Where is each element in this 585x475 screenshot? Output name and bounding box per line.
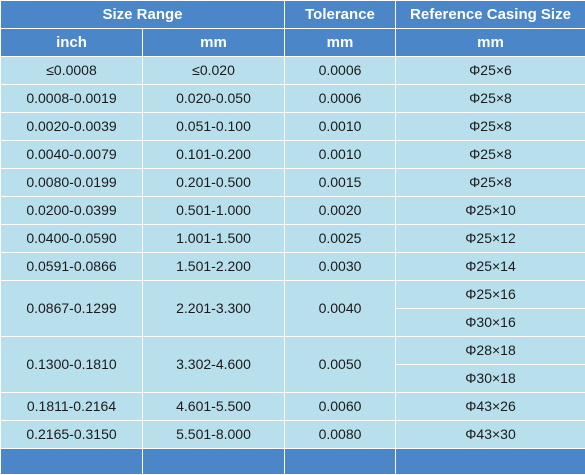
casing-size-cell: Φ25×8 [395, 84, 585, 113]
footer-cell [284, 448, 396, 475]
table-row: 0.0080-0.0199 0.201-0.500 0.0015 Φ25×8 [0, 168, 585, 197]
inch-range-cell: 0.2165-0.3150 [0, 420, 143, 449]
header-row-units: inch mm mm mm [0, 28, 585, 57]
casing-size-cell: Φ25×8 [395, 168, 585, 197]
table-row: 0.0591-0.0866 1.501-2.200 0.0030 Φ25×14 [0, 252, 585, 281]
casing-unit-header: mm [395, 28, 585, 57]
tolerance-cell: 0.0020 [284, 196, 396, 225]
inch-range-cell: 0.1811-0.2164 [0, 392, 143, 421]
casing-size-cell: Φ25×8 [395, 112, 585, 141]
tolerance-cell: 0.0006 [284, 56, 396, 85]
casing-size-cell: Φ25×10 [395, 196, 585, 225]
inch-range-cell: 0.0867-0.1299 [0, 280, 143, 337]
table-row: 0.0400-0.0590 1.001-1.500 0.0025 Φ25×12 [0, 224, 585, 253]
mm-range-cell: 0.501-1.000 [142, 196, 285, 225]
mm-range-cell: 0.101-0.200 [142, 140, 285, 169]
mm-range-cell: ≤0.020 [142, 56, 285, 85]
reference-casing-size-header: Reference Casing Size [395, 0, 585, 29]
mm-range-cell: 2.201-3.300 [142, 280, 285, 337]
footer-row [0, 448, 585, 475]
inch-range-cell: 0.0040-0.0079 [0, 140, 143, 169]
casing-size-cell: Φ25×14 [395, 252, 585, 281]
footer-cell [142, 448, 285, 475]
casing-size-cell: Φ43×26 [395, 392, 585, 421]
casing-size-cell: Φ43×30 [395, 420, 585, 449]
inch-range-cell: 0.0080-0.0199 [0, 168, 143, 197]
tolerance-cell: 0.0040 [284, 280, 396, 337]
table-row: 0.0008-0.0019 0.020-0.050 0.0006 Φ25×8 [0, 84, 585, 113]
table-row: 0.0020-0.0039 0.051-0.100 0.0010 Φ25×8 [0, 112, 585, 141]
table-body: ≤0.0008 ≤0.020 0.0006 Φ25×6 0.0008-0.0019 0.0… [0, 56, 585, 449]
inch-range-cell: 0.0020-0.0039 [0, 112, 143, 141]
inch-range-cell: 0.0200-0.0399 [0, 196, 143, 225]
footer-cell [0, 448, 143, 475]
table-row: 0.2165-0.3150 5.501-8.000 0.0080 Φ43×30 [0, 420, 585, 449]
inch-range-cell: 0.1300-0.1810 [0, 336, 143, 393]
tolerance-cell: 0.0006 [284, 84, 396, 113]
header-row-primary: Size Range Tolerance Reference Casing Si… [0, 0, 585, 29]
casing-size-cell: Φ25×12 [395, 224, 585, 253]
tolerance-cell: 0.0030 [284, 252, 396, 281]
mm-range-cell: 3.302-4.600 [142, 336, 285, 393]
tolerance-unit-header: mm [284, 28, 396, 57]
casing-size-cell: Φ25×6 [395, 56, 585, 85]
inch-range-cell: 0.0591-0.0866 [0, 252, 143, 281]
mm-range-cell: 5.501-8.000 [142, 420, 285, 449]
casing-size-cell: Φ25×16 [395, 280, 585, 309]
table-row: Φ30×16 [1, 308, 585, 337]
mm-range-cell: 0.201-0.500 [142, 168, 285, 197]
table-row: ≤0.0008 ≤0.020 0.0006 Φ25×6 [0, 56, 585, 85]
mm-range-cell: 4.601-5.500 [142, 392, 285, 421]
tolerance-cell: 0.0025 [284, 224, 396, 253]
tolerance-cell: 0.0060 [284, 392, 396, 421]
inch-unit-header: inch [0, 28, 143, 57]
tolerance-cell: 0.0080 [284, 420, 396, 449]
tolerance-header: Tolerance [284, 0, 396, 29]
inch-range-cell: ≤0.0008 [0, 56, 143, 85]
tolerance-cell: 0.0010 [284, 140, 396, 169]
inch-range-cell: 0.0008-0.0019 [0, 84, 143, 113]
mm-range-cell: 1.001-1.500 [142, 224, 285, 253]
table-row: 0.0867-0.1299 2.201-3.300 0.0040 Φ25×16 [0, 280, 585, 337]
inch-range-cell: 0.0400-0.0590 [0, 224, 143, 253]
mm-unit-header: mm [142, 28, 285, 57]
casing-size-cell: Φ30×16 [395, 308, 585, 337]
table-row: 0.0040-0.0079 0.101-0.200 0.0010 Φ25×8 [0, 140, 585, 169]
table-row: 0.0200-0.0399 0.501-1.000 0.0020 Φ25×10 [0, 196, 585, 225]
mm-range-cell: 0.020-0.050 [142, 84, 285, 113]
mm-range-cell: 1.501-2.200 [142, 252, 285, 281]
mm-range-cell: 0.051-0.100 [142, 112, 285, 141]
casing-size-cell: Φ28×18 [395, 336, 585, 365]
size-range-header: Size Range [0, 0, 285, 29]
casing-size-cell: Φ30×18 [395, 364, 585, 393]
table-row: 0.1300-0.1810 3.302-4.600 0.0050 Φ28×18 [0, 336, 585, 393]
table-row: 0.1811-0.2164 4.601-5.500 0.0060 Φ43×26 [0, 392, 585, 421]
casing-size-cell: Φ25×8 [395, 140, 585, 169]
tolerance-cell: 0.0010 [284, 112, 396, 141]
tolerance-cell: 0.0050 [284, 336, 396, 393]
footer-cell [395, 448, 585, 475]
tolerance-cell: 0.0015 [284, 168, 396, 197]
